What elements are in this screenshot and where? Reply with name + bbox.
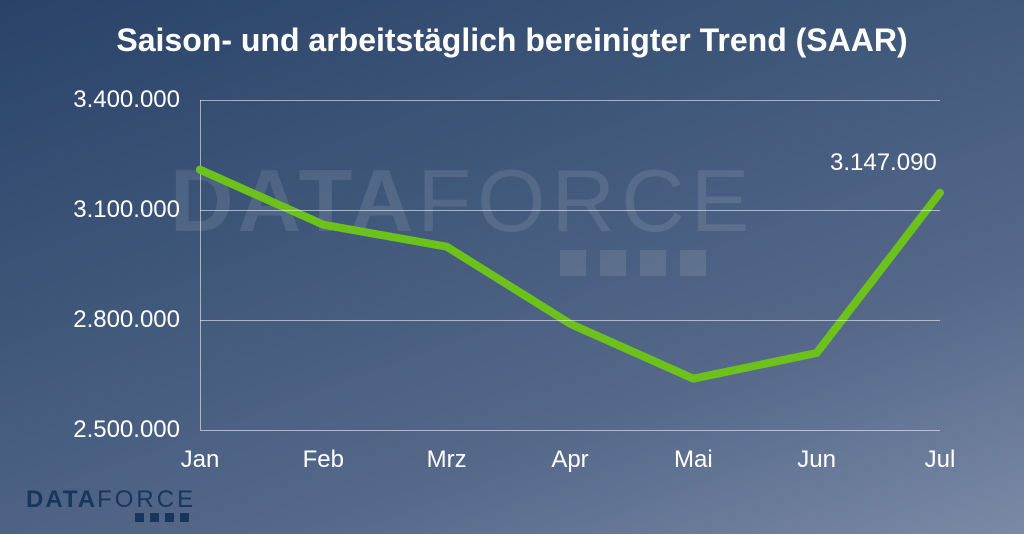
gridline [200, 320, 940, 321]
y-tick-label: 3.100.000 [60, 196, 180, 224]
gridline [200, 430, 940, 431]
chart-title: Saison- und arbeitstäglich bereinigter T… [0, 22, 1024, 59]
x-tick-label: Apr [551, 446, 588, 474]
line-series [200, 100, 940, 430]
plot-area [200, 100, 940, 430]
logo-bold: DATA [26, 486, 97, 513]
x-tick-label: Jun [797, 446, 836, 474]
x-tick-label: Mai [674, 446, 713, 474]
gridline [200, 210, 940, 211]
logo-bottom-left: DATAFORCE [26, 486, 196, 514]
x-tick-label: Jul [925, 446, 956, 474]
y-tick-label: 2.800.000 [60, 306, 180, 334]
chart-stage: Saison- und arbeitstäglich bereinigter T… [0, 0, 1024, 534]
logo-bottom-left-dots [135, 513, 189, 522]
y-tick-label: 3.400.000 [60, 86, 180, 114]
x-tick-label: Mrz [427, 446, 467, 474]
series-end-label: 3.147.090 [830, 149, 937, 177]
x-tick-label: Jan [181, 446, 220, 474]
gridline [200, 100, 940, 101]
y-tick-label: 2.500.000 [60, 416, 180, 444]
x-tick-label: Feb [303, 446, 344, 474]
logo-thin: FORCE [97, 486, 196, 513]
